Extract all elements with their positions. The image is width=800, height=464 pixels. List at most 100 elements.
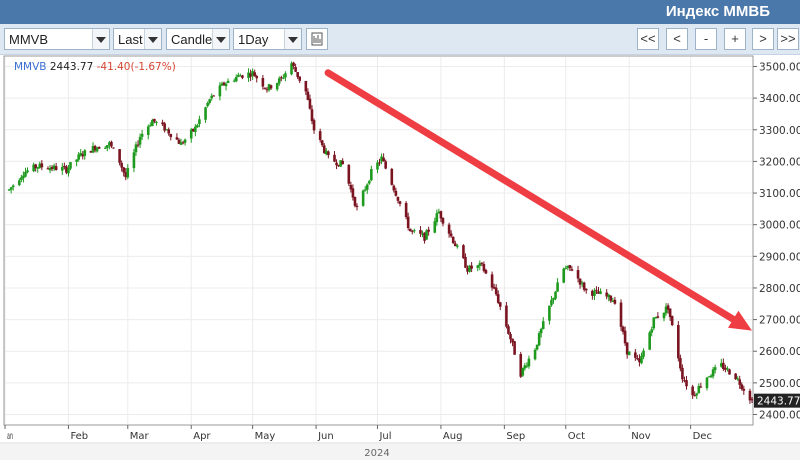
interval-value: 1Day xyxy=(238,32,269,47)
candle xyxy=(290,61,293,76)
candle xyxy=(110,140,113,149)
candle xyxy=(662,312,666,322)
candle xyxy=(255,74,259,83)
candle xyxy=(69,162,72,171)
candle xyxy=(24,167,27,178)
candle xyxy=(126,164,130,180)
candle xyxy=(677,321,680,362)
candle xyxy=(453,240,457,247)
candle xyxy=(636,354,639,361)
chevron-down-icon[interactable] xyxy=(212,29,229,49)
candle xyxy=(404,201,408,220)
candle xyxy=(310,105,314,125)
candle xyxy=(380,153,383,165)
candlestick-chart[interactable]: 3500.00 3400.00 3300.00 3200.00 3100.00 3000.… xyxy=(0,54,800,460)
candle xyxy=(218,82,222,101)
candle xyxy=(169,133,173,141)
candle xyxy=(462,244,465,259)
candle xyxy=(327,150,330,159)
candle xyxy=(464,253,467,269)
x-tick-label: Mar xyxy=(130,431,150,442)
candle xyxy=(50,165,54,172)
candle xyxy=(554,290,557,301)
y-tick-label: 3500.00 xyxy=(759,61,800,73)
candle xyxy=(433,217,437,234)
candle xyxy=(198,115,201,128)
candle xyxy=(210,93,214,101)
gridlines xyxy=(4,57,752,424)
candle xyxy=(468,264,471,273)
candle xyxy=(204,106,207,123)
chart-style-select[interactable]: Candle xyxy=(166,28,230,50)
candle xyxy=(691,384,694,399)
candle xyxy=(146,124,150,140)
candle xyxy=(163,121,166,133)
candle xyxy=(597,286,600,294)
trend-overlay: 2443.77 xyxy=(324,69,800,408)
candle xyxy=(638,354,641,367)
candle xyxy=(562,267,566,284)
candle xyxy=(722,358,725,372)
last-price-tag xyxy=(754,393,800,408)
candle xyxy=(241,74,244,80)
x-tick-label: Oct xyxy=(568,431,585,442)
zoom-in-button[interactable]: + xyxy=(724,28,746,50)
candle xyxy=(167,127,171,136)
candle xyxy=(539,327,543,338)
candle xyxy=(705,377,709,391)
candle xyxy=(613,296,617,305)
x-tick-label: Sep xyxy=(506,431,525,442)
candle xyxy=(392,184,396,193)
interval-select[interactable]: 1Day xyxy=(233,28,302,50)
candle xyxy=(396,196,400,204)
y-tick-label: 2400.00 xyxy=(759,410,800,422)
candle xyxy=(312,118,316,134)
candle xyxy=(552,297,555,304)
candle xyxy=(570,266,574,272)
chevron-down-icon[interactable] xyxy=(284,29,301,49)
candle xyxy=(161,119,164,126)
candle xyxy=(97,146,101,149)
candle xyxy=(742,385,746,395)
candle xyxy=(578,278,582,289)
candle xyxy=(670,315,674,327)
candle xyxy=(582,281,586,292)
candle xyxy=(34,163,37,172)
candle xyxy=(376,160,379,174)
candle xyxy=(67,164,70,177)
chart-settings-button[interactable] xyxy=(306,28,328,50)
trend-arrow-head xyxy=(728,310,752,331)
scroll-left-button[interactable]: < xyxy=(666,28,688,50)
scroll-end-button[interactable]: >> xyxy=(777,28,799,50)
price-type-select[interactable]: Last xyxy=(113,28,162,50)
candle xyxy=(490,271,494,291)
candle xyxy=(153,118,156,124)
chevron-down-icon[interactable] xyxy=(92,29,109,49)
chart-settings-icon xyxy=(311,32,323,46)
candle xyxy=(419,226,422,237)
chevron-down-icon[interactable] xyxy=(144,29,161,49)
x-tick-label: Dec xyxy=(693,431,712,442)
candle xyxy=(277,76,281,86)
symbol-select[interactable]: MMVB xyxy=(4,28,110,50)
candle xyxy=(413,228,416,234)
chart-toolbar: MMVB Last Candle 1Day << < - + > >> xyxy=(0,24,800,55)
candle xyxy=(734,373,737,381)
candle xyxy=(666,303,670,314)
candle xyxy=(36,166,40,173)
candle xyxy=(640,352,643,365)
candle xyxy=(599,288,602,295)
candle xyxy=(337,164,340,167)
candle xyxy=(325,148,328,156)
zoom-out-button[interactable]: - xyxy=(695,28,717,50)
y-tick-label: 3200.00 xyxy=(759,156,800,168)
candle xyxy=(355,203,359,211)
candle xyxy=(707,375,711,378)
scroll-start-button[interactable]: << xyxy=(637,28,659,50)
candle xyxy=(736,376,739,381)
candle xyxy=(177,138,181,145)
candle xyxy=(7,188,11,191)
scroll-right-button[interactable]: > xyxy=(752,28,774,50)
price-chart[interactable]: 3500.00 3400.00 3300.00 3200.00 3100.00 3000.… xyxy=(0,54,800,460)
candle xyxy=(437,208,441,214)
